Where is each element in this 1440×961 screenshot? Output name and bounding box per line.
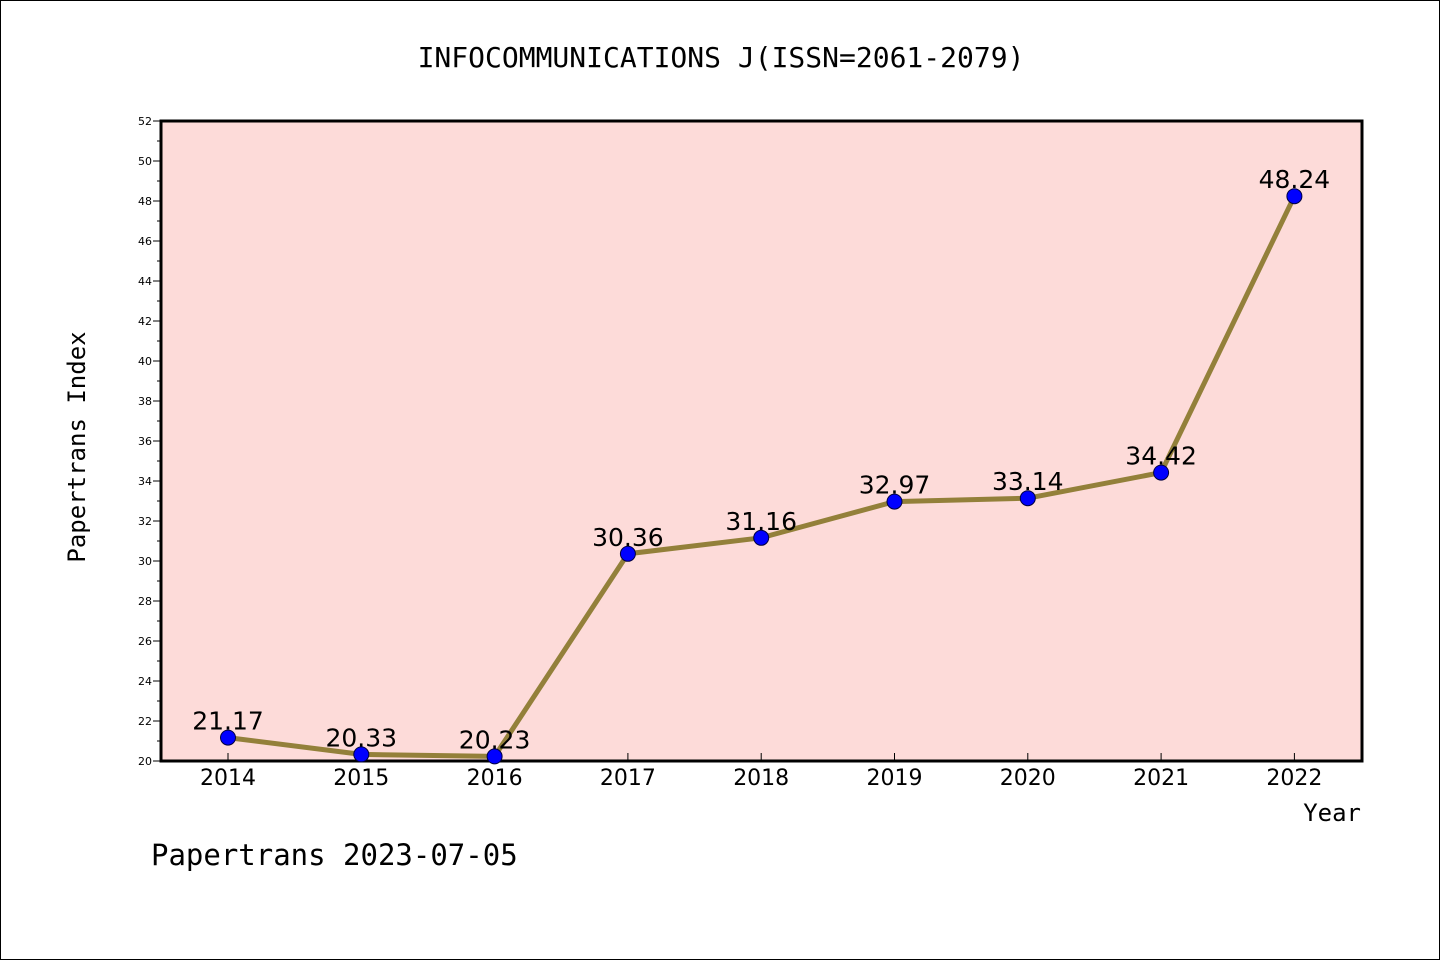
data-label: 48.24: [1259, 165, 1331, 194]
data-point-marker: [753, 529, 770, 546]
x-tick-label: 2015: [333, 766, 389, 791]
y-tick-label: 42: [138, 315, 152, 328]
data-point-marker: [353, 746, 370, 763]
x-axis-label: Year: [1303, 799, 1361, 827]
data-label: 32.97: [859, 471, 931, 500]
y-tick-label: 40: [138, 355, 152, 368]
y-tick-label: 22: [138, 715, 152, 728]
data-label: 20.33: [326, 723, 398, 752]
y-axis: 20 22 24 26 28 30 32 34 36 38 40 42 44 46 48 50 52: [138, 115, 161, 768]
data-label: 30.36: [592, 523, 664, 552]
data-label: 31.16: [725, 507, 797, 536]
x-tick-label: 2017: [600, 766, 656, 791]
data-point-marker: [220, 729, 236, 746]
y-tick-label: 20: [138, 755, 152, 768]
data-label: 34.42: [1125, 442, 1197, 471]
data-point-marker: [1286, 188, 1303, 205]
x-tick-label: 2020: [1000, 766, 1056, 791]
y-tick-label: 50: [138, 155, 152, 168]
y-tick-label: 44: [138, 275, 152, 288]
data-point-marker: [1019, 490, 1036, 507]
data-label: 20.23: [459, 725, 531, 754]
data-point-marker: [619, 545, 636, 562]
data-point-marker: [1153, 464, 1170, 481]
x-tick-label: 2016: [467, 766, 523, 791]
data-label: 33.14: [992, 467, 1064, 496]
y-tick-label: 34: [138, 475, 152, 488]
x-tick-label: 2021: [1133, 766, 1189, 791]
data-labels-group: 21.17 20.33 20.23 30.36 31.16 32.97 33.14 34.42…: [192, 165, 1330, 754]
y-axis-label: Papertrans Index: [63, 331, 91, 562]
x-tick-label: 2022: [1266, 766, 1322, 791]
y-tick-label: 28: [138, 595, 152, 608]
data-point-marker: [886, 493, 903, 510]
y-tick-label: 48: [138, 195, 152, 208]
x-tick-label: 2014: [200, 766, 256, 791]
y-tick-label: 26: [138, 635, 152, 648]
y-tick-label: 24: [138, 675, 152, 688]
footer-date-stamp: Papertrans 2023-07-05: [151, 838, 518, 872]
y-tick-label: 38: [138, 395, 152, 408]
x-tick-label: 2019: [867, 766, 923, 791]
y-tick-label: 30: [138, 555, 152, 568]
chart-title: INFOCOMMUNICATIONS J(ISSN=2061-2079): [418, 41, 1025, 74]
data-point-marker: [486, 748, 503, 765]
y-tick-label: 32: [138, 515, 152, 528]
x-tick-label: 2018: [733, 766, 789, 791]
data-label: 21.17: [192, 707, 264, 736]
plot-area: [159, 119, 1364, 763]
x-axis: 2014 2015 2016 2017 2018 2019 2020 2021 2022: [200, 753, 1322, 791]
y-tick-label: 46: [138, 235, 152, 248]
y-tick-label: 36: [138, 435, 152, 448]
y-tick-label: 52: [138, 115, 152, 128]
series-line-group: [220, 188, 1303, 765]
